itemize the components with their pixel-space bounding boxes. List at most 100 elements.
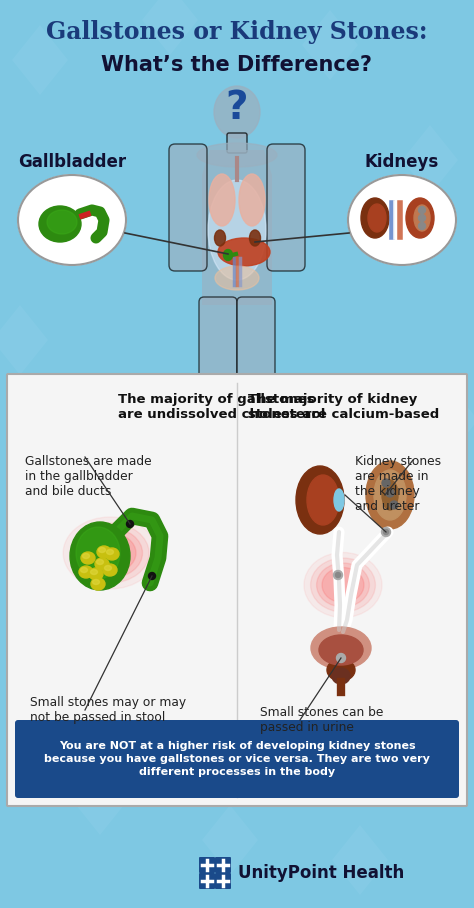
Circle shape	[390, 501, 398, 509]
Ellipse shape	[334, 489, 344, 511]
Polygon shape	[382, 665, 438, 735]
Text: Small stones may or may
not be passed in stool: Small stones may or may not be passed in…	[30, 696, 186, 724]
Ellipse shape	[79, 566, 93, 578]
Ellipse shape	[311, 627, 371, 669]
Ellipse shape	[296, 466, 344, 534]
FancyBboxPatch shape	[215, 873, 231, 889]
Polygon shape	[202, 805, 258, 875]
Ellipse shape	[310, 558, 375, 612]
Ellipse shape	[366, 461, 414, 529]
Polygon shape	[142, 0, 198, 55]
Ellipse shape	[382, 480, 398, 510]
Ellipse shape	[414, 205, 430, 231]
Ellipse shape	[82, 554, 90, 558]
Circle shape	[127, 520, 134, 528]
Ellipse shape	[99, 548, 106, 552]
Ellipse shape	[361, 198, 389, 238]
FancyBboxPatch shape	[15, 720, 459, 798]
Ellipse shape	[103, 564, 117, 576]
Ellipse shape	[215, 230, 226, 246]
FancyBboxPatch shape	[237, 297, 275, 387]
Polygon shape	[32, 605, 88, 675]
Ellipse shape	[91, 569, 98, 575]
Text: UnityPoint Health: UnityPoint Health	[238, 864, 404, 882]
Circle shape	[334, 570, 343, 579]
Ellipse shape	[84, 533, 136, 573]
Ellipse shape	[307, 475, 339, 525]
Ellipse shape	[63, 517, 157, 589]
Ellipse shape	[224, 250, 233, 261]
Circle shape	[419, 222, 426, 230]
Ellipse shape	[215, 266, 259, 290]
Polygon shape	[422, 385, 474, 455]
Ellipse shape	[348, 175, 456, 265]
Ellipse shape	[317, 563, 369, 607]
Ellipse shape	[249, 230, 261, 246]
FancyBboxPatch shape	[199, 857, 215, 873]
FancyBboxPatch shape	[267, 144, 305, 271]
Text: What’s the Difference?: What’s the Difference?	[101, 55, 373, 75]
Circle shape	[419, 214, 426, 222]
Ellipse shape	[70, 522, 130, 590]
Polygon shape	[72, 765, 128, 835]
Text: The majority of gallstones
are undissolved cholesterol: The majority of gallstones are undissolv…	[118, 393, 325, 421]
Ellipse shape	[107, 549, 113, 555]
Text: Kidney stones
are made in
the kidney
and ureter: Kidney stones are made in the kidney and…	[355, 455, 441, 513]
Circle shape	[419, 206, 426, 213]
Ellipse shape	[322, 568, 364, 603]
Text: Small stones can be
passed in urine: Small stones can be passed in urine	[260, 706, 383, 734]
FancyBboxPatch shape	[7, 374, 467, 806]
Ellipse shape	[332, 668, 350, 684]
FancyBboxPatch shape	[199, 297, 237, 387]
Text: Gallstones or Kidney Stones:: Gallstones or Kidney Stones:	[46, 20, 428, 44]
Polygon shape	[332, 825, 388, 895]
Text: The majority of kidney
stones are calcium-based: The majority of kidney stones are calciu…	[248, 393, 439, 421]
Ellipse shape	[97, 546, 111, 558]
Ellipse shape	[92, 579, 100, 585]
Ellipse shape	[81, 552, 95, 564]
Polygon shape	[402, 125, 458, 195]
Ellipse shape	[78, 528, 143, 578]
Ellipse shape	[214, 86, 260, 138]
Ellipse shape	[91, 578, 105, 590]
Ellipse shape	[81, 568, 88, 573]
Circle shape	[148, 573, 155, 579]
Ellipse shape	[97, 559, 103, 565]
Ellipse shape	[39, 206, 81, 242]
FancyBboxPatch shape	[199, 873, 215, 889]
Ellipse shape	[104, 566, 111, 570]
Ellipse shape	[319, 635, 363, 665]
Circle shape	[336, 573, 340, 577]
Ellipse shape	[208, 180, 266, 280]
Polygon shape	[202, 150, 272, 305]
Ellipse shape	[18, 175, 126, 265]
Text: Gallstones are made
in the gallbladder
and bile ducts: Gallstones are made in the gallbladder a…	[25, 455, 152, 498]
Ellipse shape	[89, 568, 103, 580]
Polygon shape	[0, 305, 48, 375]
Ellipse shape	[239, 174, 265, 226]
Ellipse shape	[197, 143, 277, 167]
FancyBboxPatch shape	[215, 857, 231, 873]
Circle shape	[382, 479, 390, 487]
Ellipse shape	[406, 198, 434, 238]
Ellipse shape	[47, 210, 77, 234]
Ellipse shape	[95, 558, 109, 570]
Text: ?: ?	[226, 89, 248, 127]
Text: Gallbladder: Gallbladder	[18, 153, 126, 171]
Polygon shape	[12, 25, 68, 95]
Ellipse shape	[76, 527, 120, 579]
Text: You are NOT at a higher risk of developing kidney stones
because you have gallst: You are NOT at a higher risk of developi…	[44, 741, 430, 777]
Circle shape	[383, 529, 389, 535]
Ellipse shape	[105, 548, 119, 560]
Ellipse shape	[374, 470, 406, 520]
Ellipse shape	[368, 204, 386, 232]
Text: Kidneys: Kidneys	[365, 153, 439, 171]
Ellipse shape	[304, 552, 382, 617]
Circle shape	[382, 528, 391, 537]
FancyBboxPatch shape	[227, 133, 247, 153]
Ellipse shape	[327, 659, 355, 681]
Polygon shape	[302, 10, 358, 80]
Ellipse shape	[71, 523, 149, 583]
FancyBboxPatch shape	[169, 144, 207, 271]
Ellipse shape	[209, 174, 235, 226]
